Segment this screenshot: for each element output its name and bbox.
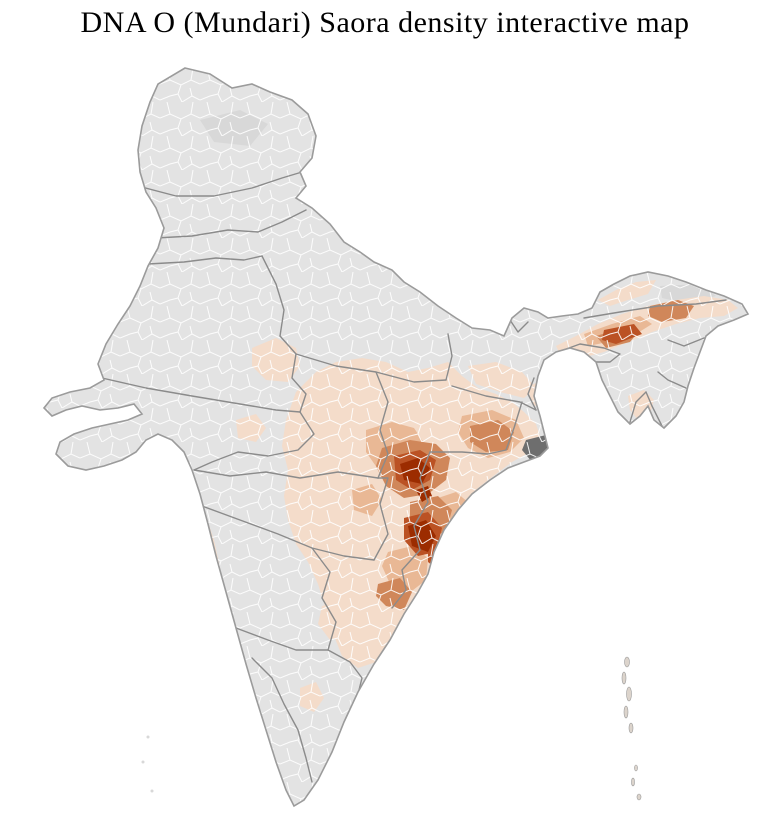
state-border-line — [445, 333, 453, 381]
state-border-line — [413, 451, 431, 551]
state-border-line — [451, 385, 537, 411]
state-border-line — [235, 627, 329, 651]
state-border-line — [251, 657, 313, 783]
island[interactable] — [624, 656, 630, 668]
island[interactable] — [150, 789, 154, 793]
district-region[interactable] — [470, 296, 512, 320]
page-title: DNA O (Mundari) Saora density interactiv… — [80, 6, 690, 39]
island[interactable] — [631, 777, 635, 787]
state-border-line — [645, 391, 663, 427]
state-border-line — [509, 319, 529, 333]
state-border-line — [375, 371, 389, 479]
lakshadweep-islands — [141, 735, 154, 793]
island[interactable] — [636, 793, 642, 801]
state-border-line — [391, 549, 421, 609]
island[interactable] — [623, 705, 629, 719]
island[interactable] — [141, 760, 145, 764]
state-border-line — [543, 361, 553, 391]
state-border-line — [193, 411, 315, 471]
state-border-line — [583, 299, 727, 319]
state-border-line — [261, 255, 285, 337]
state-border-line — [657, 371, 687, 389]
state-border-line — [505, 401, 523, 451]
state-border-line — [429, 449, 507, 455]
state-border-line — [155, 209, 307, 239]
state-border-line — [311, 547, 337, 651]
state-border-line — [327, 649, 363, 695]
state-border-line — [629, 391, 647, 423]
andaman-nicobar-islands — [621, 656, 642, 801]
island[interactable] — [634, 764, 638, 772]
state-border-line — [101, 377, 301, 413]
island[interactable] — [626, 686, 632, 702]
state-border-line — [193, 469, 379, 479]
state-border-line — [201, 505, 375, 561]
island[interactable] — [146, 735, 150, 739]
state-border-line — [527, 377, 537, 411]
state-border-line — [373, 477, 389, 561]
state-border-line — [667, 337, 705, 347]
state-border-line — [147, 255, 263, 265]
island[interactable] — [628, 722, 634, 734]
state-border-line — [137, 171, 303, 197]
state-border-line — [279, 335, 307, 413]
island[interactable] — [621, 671, 627, 685]
